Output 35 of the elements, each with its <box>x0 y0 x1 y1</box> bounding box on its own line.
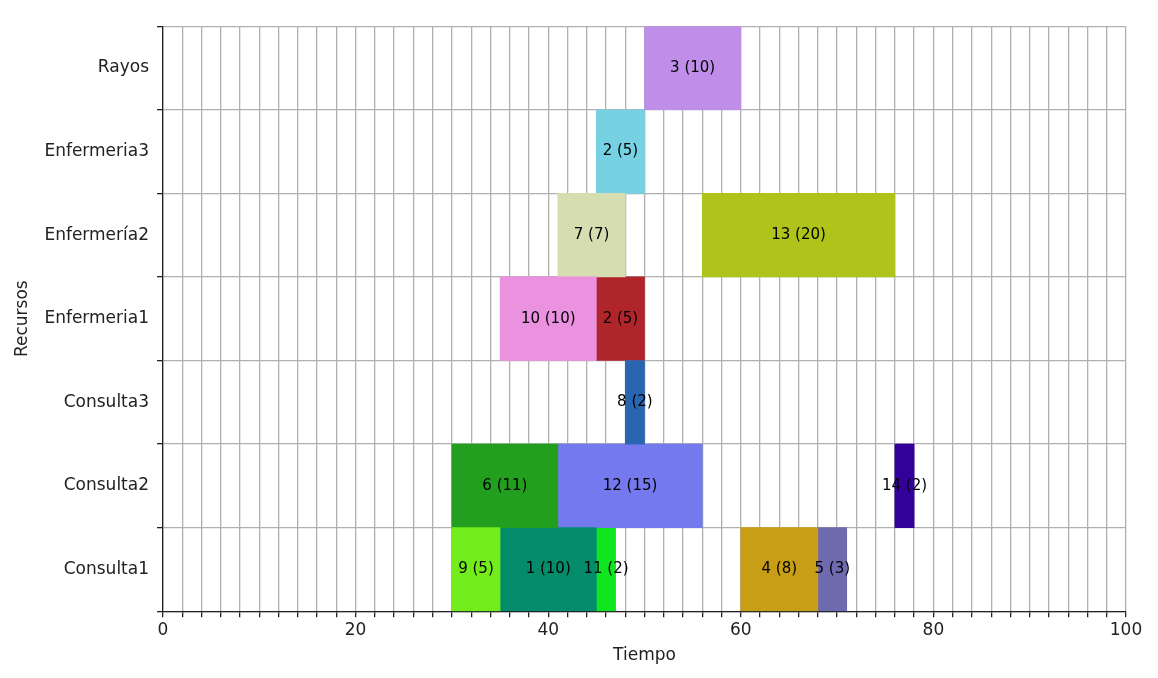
x-tick-label: 80 <box>922 618 945 639</box>
x-tick-label: 60 <box>729 618 752 639</box>
data-label: 2 (5) <box>602 308 639 327</box>
x-tick-label: 40 <box>537 618 560 639</box>
data-label: 1 (10) <box>525 559 571 578</box>
y-tick-label: Consulta3 <box>63 390 150 411</box>
x-tick-label: 20 <box>344 618 367 639</box>
bar <box>644 26 742 111</box>
data-label: 13 (20) <box>771 225 826 244</box>
bar <box>596 109 645 194</box>
y-tick-label: Consulta2 <box>63 474 150 495</box>
data-label: 12 (15) <box>602 475 658 494</box>
x-tick-label: 0 <box>157 618 169 639</box>
bar <box>557 443 703 528</box>
bar <box>701 193 896 278</box>
data-label: 2 (5) <box>602 141 639 160</box>
y-tick-label: Rayos <box>97 56 150 77</box>
x-axis-title: Tiempo <box>612 644 676 665</box>
bar <box>451 527 501 612</box>
data-label: 4 (8) <box>761 559 798 578</box>
bar <box>499 276 597 361</box>
bar <box>596 276 645 361</box>
data-label: 3 (10) <box>670 57 716 76</box>
y-tick-label: Consulta1 <box>63 557 150 578</box>
data-label: 6 (11) <box>482 475 528 494</box>
x-tick-label: 100 <box>1109 618 1143 639</box>
y-tick-label: Enfermeria1 <box>44 307 150 328</box>
y-axis-title: Recursos <box>10 280 31 358</box>
data-label: 7 (7) <box>573 225 610 244</box>
data-label: 10 (10) <box>520 308 576 327</box>
y-tick-label: Enfermeria3 <box>44 139 150 160</box>
y-tick-label: Enfermería2 <box>44 223 150 244</box>
data-label: 9 (5) <box>458 559 494 578</box>
bar <box>557 193 626 278</box>
bar <box>451 443 559 528</box>
